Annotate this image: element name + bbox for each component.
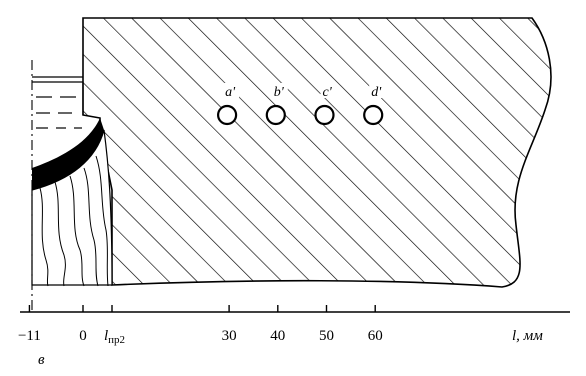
measurement-point xyxy=(217,104,238,126)
point-label: d' xyxy=(371,85,382,100)
below-label: в xyxy=(38,352,45,368)
measurement-point xyxy=(265,104,286,126)
axis-tick-label: 30 xyxy=(222,328,237,344)
point-label-backdrop xyxy=(223,83,240,98)
point-label: b' xyxy=(274,85,285,100)
axis-tick-label: 50 xyxy=(319,328,334,344)
solid-region xyxy=(31,129,113,286)
point-label: c' xyxy=(323,85,333,100)
axis-tick-label: −11 xyxy=(18,328,41,344)
measurement-point xyxy=(314,104,335,126)
workpiece-body xyxy=(82,17,552,288)
axis-labels: −11 0 30 40 50 60 xyxy=(18,328,383,344)
axis-tick-label: 0 xyxy=(79,328,87,344)
liquid-layer xyxy=(32,76,84,129)
measurement-point xyxy=(363,104,384,126)
crust-band xyxy=(32,118,104,190)
point-label-backdrop xyxy=(271,83,288,98)
point-label-backdrop xyxy=(369,83,386,98)
measurement-points: a' b' c' d' xyxy=(217,83,386,126)
axis-unit-label: l, мм xyxy=(512,328,543,344)
axis-tick-label: 60 xyxy=(368,328,383,344)
point-label: a' xyxy=(225,85,236,100)
point-label-backdrop xyxy=(320,83,337,98)
axis-ticks xyxy=(28,305,376,312)
l-pr2-label: lпр2 xyxy=(104,328,125,346)
axis-tick-label: 40 xyxy=(270,328,285,344)
grain-lines xyxy=(39,155,109,287)
